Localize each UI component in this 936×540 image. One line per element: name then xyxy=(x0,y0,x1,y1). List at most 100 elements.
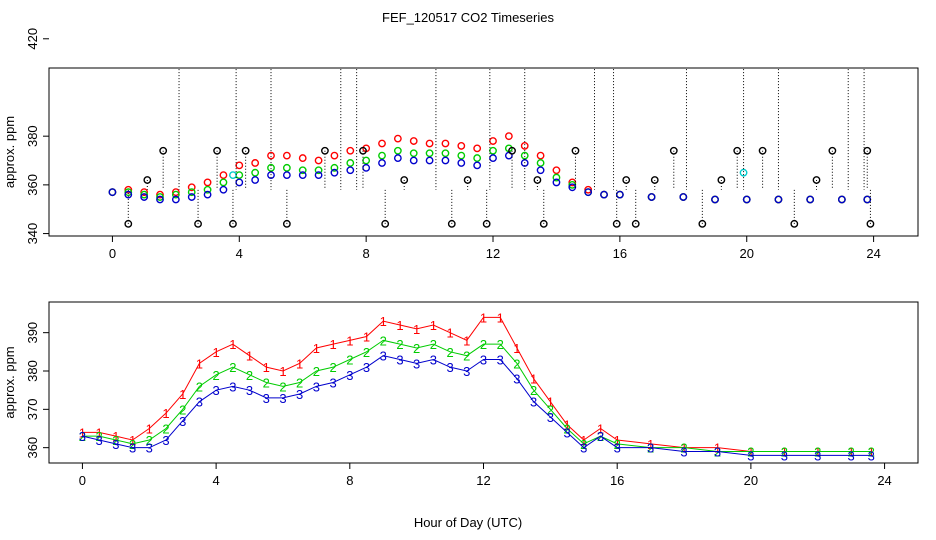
data-point xyxy=(298,171,307,180)
data-point xyxy=(194,219,202,228)
data-point xyxy=(571,146,580,155)
data-point: 2 xyxy=(446,345,453,360)
data-point xyxy=(489,154,497,162)
data-point: 1 xyxy=(162,406,169,421)
plot-frame xyxy=(48,67,919,237)
data-point xyxy=(733,146,742,155)
data-point xyxy=(812,176,821,184)
data-point: 2 xyxy=(179,402,186,417)
data-point: 1 xyxy=(647,437,654,452)
data-point: 2 xyxy=(563,422,570,437)
x-tick-label: 4 xyxy=(212,473,219,488)
data-point xyxy=(108,188,117,197)
data-point: 3 xyxy=(112,437,119,452)
data-point xyxy=(321,146,329,155)
data-point: 2 xyxy=(513,356,520,371)
data-point: 2 xyxy=(413,341,420,356)
data-point xyxy=(473,154,482,162)
data-point xyxy=(314,156,323,165)
data-point: 3 xyxy=(380,349,387,364)
data-point: 2 xyxy=(196,379,203,394)
data-point xyxy=(533,176,542,184)
data-point xyxy=(508,146,516,155)
data-point: 3 xyxy=(79,429,86,444)
data-point: 3 xyxy=(129,441,136,456)
data-point: 1 xyxy=(246,349,253,364)
data-point xyxy=(229,219,237,228)
data-point: 2 xyxy=(814,445,821,460)
data-point xyxy=(219,171,228,180)
data-point: 3 xyxy=(814,448,821,463)
data-point xyxy=(457,159,466,167)
y-tick-label: 380 xyxy=(25,125,40,147)
data-point: 3 xyxy=(162,433,169,448)
data-point xyxy=(156,190,164,199)
data-point xyxy=(584,188,593,197)
data-point xyxy=(863,195,872,204)
data-point: 1 xyxy=(346,333,353,348)
data-point xyxy=(362,156,371,165)
data-point xyxy=(359,146,367,155)
data-point xyxy=(600,190,608,199)
data-point xyxy=(381,219,390,228)
data-point: 3 xyxy=(547,410,554,425)
data-point: 2 xyxy=(129,437,136,452)
data-point: 2 xyxy=(480,337,487,352)
x-tick-label: 16 xyxy=(610,473,624,488)
data-point: 3 xyxy=(680,445,687,460)
data-point: 2 xyxy=(747,445,754,460)
data-point xyxy=(171,190,180,199)
data-point: 3 xyxy=(413,356,420,371)
data-point xyxy=(866,219,875,228)
data-point: 3 xyxy=(714,445,721,460)
data-point xyxy=(622,176,631,184)
data-point: 3 xyxy=(346,368,353,383)
data-point xyxy=(861,60,867,66)
data-point xyxy=(235,171,244,180)
data-point: 3 xyxy=(196,395,203,410)
data-point xyxy=(378,151,386,160)
data-point xyxy=(330,168,339,177)
x-axis-label: Hour of Day (UTC) xyxy=(414,515,522,530)
data-point xyxy=(552,178,561,187)
plot-frame xyxy=(48,301,919,464)
data-point xyxy=(774,195,783,204)
data-point xyxy=(552,166,561,175)
y-axis-label: approx. ppm xyxy=(2,116,17,188)
data-point xyxy=(473,161,482,170)
data-point xyxy=(251,159,260,167)
data-point xyxy=(235,161,244,170)
data-point: 3 xyxy=(279,391,286,406)
data-point xyxy=(140,193,149,201)
x-tick-label: 24 xyxy=(866,246,880,261)
data-point xyxy=(298,166,307,175)
data-point: 1 xyxy=(196,356,203,371)
data-point: 2 xyxy=(313,364,320,379)
data-point xyxy=(441,139,450,148)
figure-title: FEF_120517 CO2 Timeseries xyxy=(382,10,554,25)
data-point: 1 xyxy=(96,425,103,440)
series-line xyxy=(82,339,872,452)
data-point xyxy=(441,149,450,158)
data-point xyxy=(124,188,133,197)
data-point xyxy=(536,151,545,160)
y-tick-label: 380 xyxy=(25,360,40,382)
data-point: 2 xyxy=(580,437,587,452)
data-point xyxy=(213,146,221,155)
data-point xyxy=(679,193,688,201)
data-point xyxy=(393,134,402,143)
data-point: 3 xyxy=(497,353,504,368)
data-point xyxy=(159,146,168,155)
data-point xyxy=(251,168,260,177)
data-point: 1 xyxy=(363,330,370,345)
data-point xyxy=(520,142,529,150)
data-point: 2 xyxy=(229,360,236,375)
data-point xyxy=(338,60,344,66)
data-point xyxy=(775,60,781,66)
data-point xyxy=(425,156,434,165)
data-point: 1 xyxy=(279,364,286,379)
data-point: 3 xyxy=(146,441,153,456)
data-point xyxy=(235,178,244,187)
data-point xyxy=(828,146,837,155)
data-point xyxy=(143,176,152,184)
